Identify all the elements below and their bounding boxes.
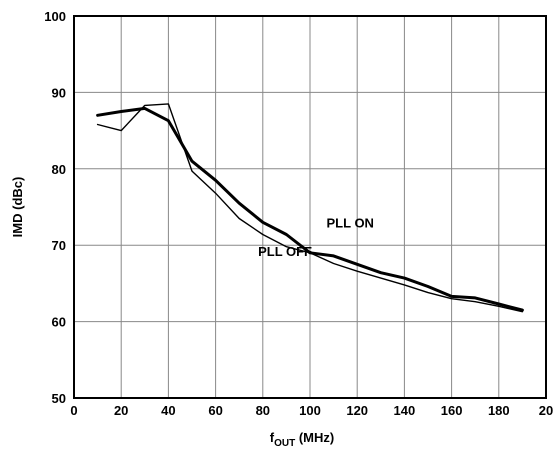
x-tick-label: 180 — [488, 403, 510, 418]
x-tick-label: 40 — [161, 403, 175, 418]
y-tick-label: 60 — [52, 315, 66, 330]
x-tick-label: 60 — [208, 403, 222, 418]
y-tick-label: 100 — [44, 9, 66, 24]
annotation-pll-on: PLL ON — [327, 216, 374, 231]
x-tick-label: 20 — [539, 403, 553, 418]
x-tick-label: 80 — [256, 403, 270, 418]
x-tick-label: 120 — [346, 403, 368, 418]
x-tick-label: 100 — [299, 403, 321, 418]
y-tick-label: 90 — [52, 85, 66, 100]
x-tick-label: 20 — [114, 403, 128, 418]
x-tick-labels: 0 20 40 60 80 100 120 140 160 180 20 — [70, 403, 553, 418]
annotation-pll-off: PLL OFF — [258, 244, 312, 259]
plot-grid — [74, 16, 546, 398]
y-tick-labels: 50 60 70 80 90 100 — [44, 9, 66, 406]
x-axis-title-subscript: OUT — [274, 438, 295, 449]
x-tick-label: 160 — [441, 403, 463, 418]
x-tick-label: 0 — [70, 403, 77, 418]
x-axis-title: fOUT (MHz) — [270, 430, 334, 449]
y-tick-label: 80 — [52, 162, 66, 177]
y-axis-title: IMD (dBc) — [10, 177, 25, 238]
y-tick-label: 70 — [52, 238, 66, 253]
x-tick-label: 140 — [394, 403, 416, 418]
y-tick-label: 50 — [52, 391, 66, 406]
x-axis-title-unit: (MHz) — [295, 430, 334, 445]
